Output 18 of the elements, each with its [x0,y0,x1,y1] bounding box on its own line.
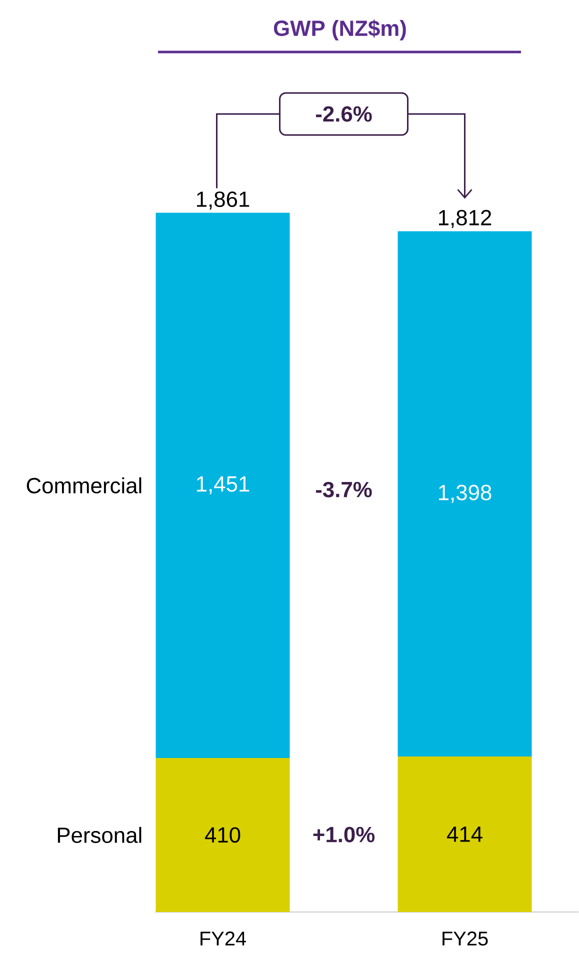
series-label: Commercial [26,477,142,494]
data-label: 410 [204,827,240,843]
total-label: 1,861 [197,191,250,210]
total-label: 1,812 [439,210,492,228]
data-label: 1,451 [197,476,250,494]
annotation: -3.7% [316,482,372,498]
series-label: Personal [58,826,142,844]
x-tick-label: FY25 [442,932,488,946]
bar [398,231,532,756]
data-label: 1,398 [439,484,492,503]
bar [156,212,290,758]
text: -2.6% [316,106,372,122]
x-tick-label: FY24 [200,932,246,946]
bar [156,758,290,912]
annotation: +1.0% [313,826,375,842]
chart-title: GWP (NZ$m) [274,20,406,40]
data-label: 414 [446,826,482,842]
bar [398,756,532,912]
